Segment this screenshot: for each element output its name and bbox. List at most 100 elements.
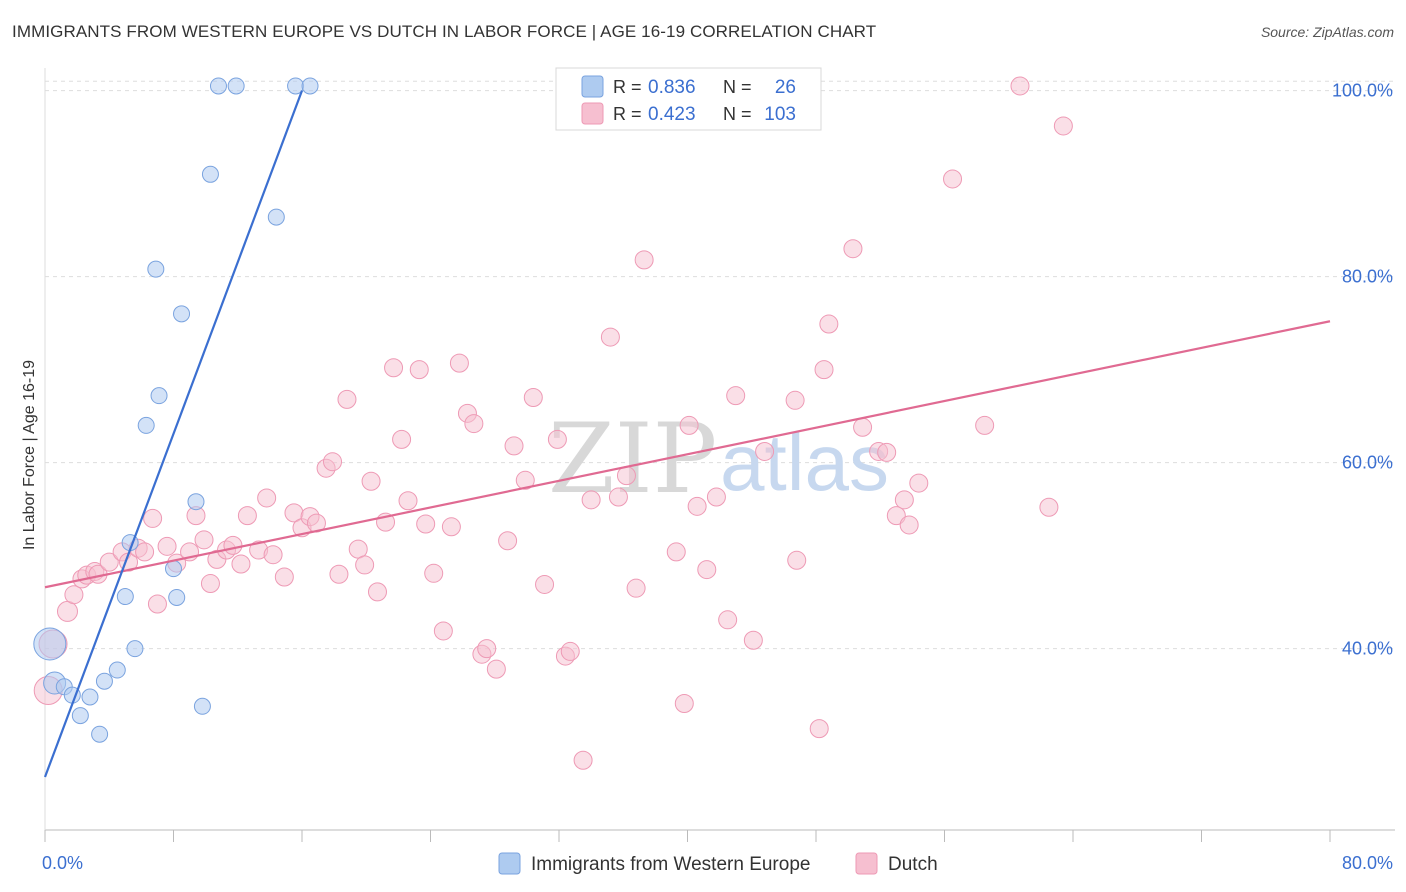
data-point-dutch [755, 441, 775, 461]
data-point-dutch [157, 536, 177, 556]
data-point-dutch [894, 490, 914, 510]
y-tick-label: 80.0% [1342, 267, 1393, 287]
x-tick-label-min: 0.0% [42, 853, 83, 873]
data-point-western-europe [193, 697, 211, 715]
data-point-dutch [147, 594, 167, 614]
data-point-dutch [943, 169, 963, 189]
data-point-western-europe [267, 208, 285, 226]
data-point-dutch [223, 535, 243, 555]
data-point-western-europe [81, 688, 99, 706]
series-legend: Immigrants from Western Europe Dutch [498, 852, 938, 875]
data-point-western-europe [91, 725, 109, 743]
data-point-dutch [143, 508, 163, 528]
data-point-western-europe [209, 77, 227, 95]
legend-r-value-pink: 0.423 [648, 104, 696, 125]
data-point-dutch [697, 560, 717, 580]
series-legend-swatch-pink [855, 852, 878, 875]
chart-title: IMMIGRANTS FROM WESTERN EUROPE VS DUTCH … [12, 22, 877, 41]
legend-swatch-blue [581, 75, 604, 98]
data-point-dutch [573, 750, 593, 770]
data-point-dutch [409, 360, 429, 380]
legend-n-value-pink: 103 [764, 104, 796, 125]
data-point-dutch [329, 564, 349, 584]
data-point-western-europe [71, 707, 89, 725]
data-point-dutch [464, 414, 484, 434]
trend-layer [43, 90, 1331, 778]
series-legend-swatch-blue [498, 852, 521, 875]
data-point-dutch [504, 436, 524, 456]
data-point-dutch [666, 542, 686, 562]
data-point-western-europe [187, 493, 205, 511]
data-point-dutch [535, 574, 555, 594]
y-axis-label: In Labor Force | Age 16-19 [21, 360, 38, 550]
legend-r-value-blue: 0.836 [648, 77, 696, 98]
data-point-dutch [135, 542, 155, 562]
data-point-western-europe [108, 661, 126, 679]
data-point-dutch [200, 574, 220, 594]
data-point-dutch [477, 639, 497, 659]
data-point-dutch [515, 470, 535, 490]
data-point-dutch [1039, 497, 1059, 517]
data-point-dutch [706, 487, 726, 507]
data-point-dutch [616, 466, 636, 486]
data-point-dutch [718, 610, 738, 630]
y-tick-labels: 40.0% 60.0% 80.0% 100.0% [1332, 81, 1393, 659]
data-point-dutch [843, 239, 863, 259]
data-point-dutch [323, 452, 343, 472]
data-point-dutch [424, 563, 444, 583]
data-point-western-europe [150, 387, 168, 405]
data-point-western-europe [147, 260, 165, 278]
legend-swatch-pink [581, 102, 604, 125]
data-point-dutch [237, 506, 257, 526]
data-point-western-europe [126, 640, 144, 658]
data-point-dutch [337, 389, 357, 409]
data-point-dutch [853, 417, 873, 437]
data-point-dutch [909, 473, 929, 493]
data-point-dutch [726, 386, 746, 406]
data-point-dutch [231, 554, 251, 574]
legend-n-label-blue: N = [723, 77, 752, 97]
stats-legend: R = 0.836 N = 26 R = 0.423 N = 103 [555, 67, 822, 131]
data-point-western-europe [201, 165, 219, 183]
data-point-dutch [99, 552, 119, 572]
data-point-western-europe [116, 588, 134, 606]
data-point-dutch [384, 358, 404, 378]
data-point-dutch [449, 353, 469, 373]
trendline-dutch [44, 320, 1331, 589]
data-point-dutch [877, 442, 897, 462]
data-point-dutch [674, 694, 694, 714]
data-point-dutch [433, 621, 453, 641]
data-point-dutch [626, 578, 646, 598]
data-point-dutch [523, 388, 543, 408]
y-tick-label: 100.0% [1332, 81, 1393, 101]
data-point-dutch [355, 555, 375, 575]
data-point-dutch [809, 719, 829, 739]
data-point-western-europe [227, 77, 245, 95]
data-point-dutch [367, 582, 387, 602]
data-point-dutch [634, 250, 654, 270]
y-tick-label: 40.0% [1342, 639, 1393, 659]
data-point-western-europe [168, 588, 186, 606]
data-point-dutch [263, 545, 283, 565]
data-point-dutch [392, 429, 412, 449]
legend-n-label-pink: N = [723, 104, 752, 124]
data-point-dutch [679, 415, 699, 435]
y-tick-label: 60.0% [1342, 453, 1393, 473]
data-point-dutch [687, 496, 707, 516]
data-point-dutch [560, 641, 580, 661]
data-point-western-europe [33, 627, 67, 661]
series-legend-label-blue: Immigrants from Western Europe [531, 854, 810, 875]
data-point-dutch [56, 600, 78, 622]
data-point-dutch [361, 471, 381, 491]
data-point-dutch [600, 327, 620, 347]
data-point-western-europe [137, 416, 155, 434]
data-point-dutch [899, 515, 919, 535]
x-tick-label-max: 80.0% [1342, 853, 1393, 873]
data-point-dutch [608, 487, 628, 507]
data-point-western-europe [165, 560, 182, 578]
data-point-dutch [819, 314, 839, 334]
data-point-dutch [787, 550, 807, 570]
data-point-dutch [398, 491, 418, 511]
data-point-dutch [581, 490, 601, 510]
